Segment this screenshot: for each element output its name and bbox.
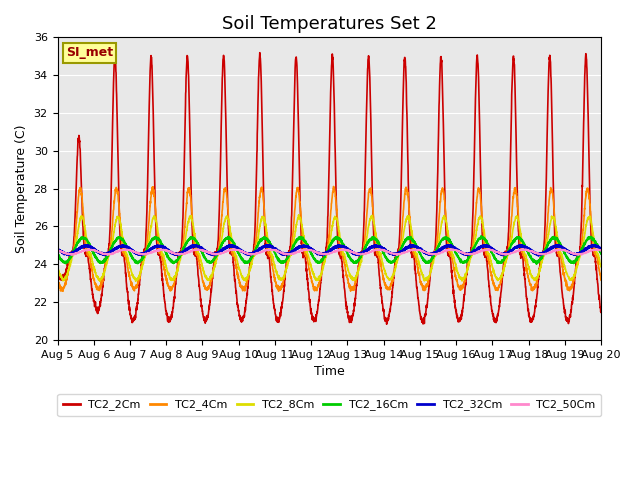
- TC2_8Cm: [597, 264, 605, 269]
- TC2_8Cm: [286, 252, 294, 258]
- TC2_50Cm: [262, 247, 270, 253]
- TC2_4Cm: [116, 211, 124, 216]
- TC2_16Cm: [54, 250, 61, 256]
- Line: TC2_4Cm: TC2_4Cm: [58, 186, 601, 291]
- Line: TC2_8Cm: TC2_8Cm: [58, 215, 601, 281]
- TC2_2Cm: [262, 251, 270, 257]
- Line: TC2_2Cm: TC2_2Cm: [58, 53, 601, 324]
- Title: Soil Temperatures Set 2: Soil Temperatures Set 2: [222, 15, 436, 33]
- TC2_50Cm: [485, 246, 493, 252]
- TC2_8Cm: [116, 217, 124, 223]
- TC2_16Cm: [116, 234, 124, 240]
- TC2_4Cm: [262, 230, 270, 236]
- TC2_2Cm: [597, 310, 605, 315]
- TC2_32Cm: [262, 243, 270, 249]
- TC2_4Cm: [529, 286, 536, 291]
- TC2_16Cm: [477, 233, 485, 239]
- TC2_16Cm: [148, 237, 156, 243]
- TC2_4Cm: [59, 288, 67, 294]
- TC2_2Cm: [54, 268, 61, 274]
- X-axis label: Time: Time: [314, 365, 345, 378]
- TC2_8Cm: [295, 212, 303, 218]
- TC2_32Cm: [406, 242, 414, 248]
- TC2_4Cm: [597, 277, 605, 283]
- TC2_2Cm: [286, 249, 294, 254]
- TC2_8Cm: [54, 265, 61, 271]
- TC2_4Cm: [148, 190, 156, 196]
- TC2_50Cm: [54, 248, 61, 253]
- TC2_8Cm: [132, 278, 140, 284]
- TC2_2Cm: [383, 321, 390, 327]
- TC2_16Cm: [528, 256, 536, 262]
- TC2_8Cm: [148, 219, 156, 225]
- TC2_2Cm: [529, 315, 536, 321]
- TC2_4Cm: [54, 278, 61, 284]
- TC2_16Cm: [262, 235, 270, 241]
- TC2_8Cm: [262, 225, 270, 230]
- TC2_50Cm: [286, 252, 294, 257]
- TC2_32Cm: [528, 248, 536, 254]
- TC2_32Cm: [534, 252, 542, 258]
- TC2_2Cm: [256, 50, 264, 56]
- Line: TC2_16Cm: TC2_16Cm: [58, 236, 601, 264]
- TC2_50Cm: [104, 252, 111, 258]
- TC2_50Cm: [597, 247, 605, 253]
- Line: TC2_50Cm: TC2_50Cm: [58, 249, 601, 255]
- TC2_16Cm: [285, 251, 293, 257]
- TC2_2Cm: [116, 219, 124, 225]
- Text: SI_met: SI_met: [66, 47, 113, 60]
- TC2_50Cm: [116, 247, 124, 253]
- TC2_4Cm: [286, 253, 294, 259]
- TC2_32Cm: [116, 244, 124, 250]
- TC2_32Cm: [148, 246, 156, 252]
- TC2_2Cm: [148, 62, 156, 68]
- Legend: TC2_2Cm, TC2_4Cm, TC2_8Cm, TC2_16Cm, TC2_32Cm, TC2_50Cm: TC2_2Cm, TC2_4Cm, TC2_8Cm, TC2_16Cm, TC2…: [58, 394, 601, 416]
- TC2_32Cm: [285, 251, 293, 256]
- TC2_50Cm: [148, 250, 156, 255]
- TC2_50Cm: [529, 248, 536, 254]
- TC2_8Cm: [587, 217, 595, 223]
- TC2_32Cm: [597, 246, 605, 252]
- TC2_16Cm: [587, 234, 595, 240]
- TC2_4Cm: [330, 183, 337, 189]
- TC2_2Cm: [587, 223, 595, 228]
- TC2_8Cm: [529, 273, 536, 279]
- TC2_32Cm: [54, 246, 61, 252]
- Line: TC2_32Cm: TC2_32Cm: [58, 245, 601, 255]
- TC2_50Cm: [587, 248, 595, 254]
- TC2_32Cm: [587, 244, 595, 250]
- TC2_16Cm: [532, 261, 540, 267]
- TC2_16Cm: [597, 251, 605, 257]
- Y-axis label: Soil Temperature (C): Soil Temperature (C): [15, 124, 28, 253]
- TC2_4Cm: [587, 212, 595, 218]
